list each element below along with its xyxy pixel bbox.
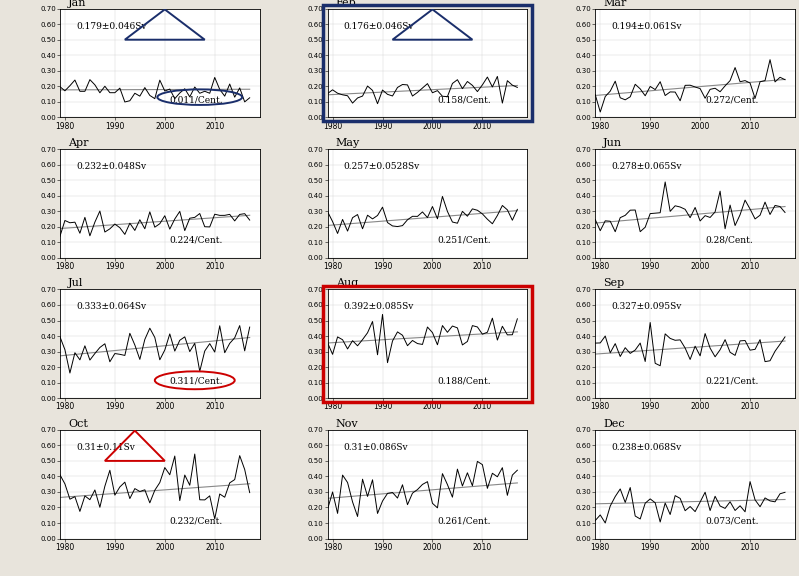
Text: Feb: Feb [336,0,356,7]
Text: 0.221/Cent.: 0.221/Cent. [706,376,758,385]
Text: 0.327±0.095Sv: 0.327±0.095Sv [611,302,682,312]
Text: 0.31±0.086Sv: 0.31±0.086Sv [344,443,408,452]
Text: 0.232/Cent.: 0.232/Cent. [170,517,223,525]
Text: 0.261/Cent.: 0.261/Cent. [438,517,491,525]
Text: Jun: Jun [603,138,622,148]
Text: Dec: Dec [603,419,625,429]
Text: 0.158/Cent.: 0.158/Cent. [438,95,491,104]
Text: Jan: Jan [68,0,86,7]
Text: 0.224/Cent.: 0.224/Cent. [170,236,223,245]
Text: 0.251/Cent.: 0.251/Cent. [438,236,491,245]
Text: 0.28/Cent.: 0.28/Cent. [706,236,753,245]
Text: 0.188/Cent.: 0.188/Cent. [438,376,491,385]
Text: 0.257±0.0528Sv: 0.257±0.0528Sv [344,162,419,171]
Text: Oct: Oct [68,419,88,429]
Text: 0.073/Cent.: 0.073/Cent. [706,517,758,525]
Text: 0.238±0.068Sv: 0.238±0.068Sv [611,443,682,452]
Text: 0.176±0.046Sv: 0.176±0.046Sv [344,22,414,31]
Text: 0.31±0.11Sv: 0.31±0.11Sv [76,443,135,452]
Text: Mar: Mar [603,0,626,7]
Text: 0.011/Cent.: 0.011/Cent. [170,95,224,104]
Text: 0.278±0.065Sv: 0.278±0.065Sv [611,162,682,171]
Text: Jul: Jul [68,278,83,289]
Text: Nov: Nov [336,419,358,429]
Text: 0.272/Cent.: 0.272/Cent. [706,95,758,104]
Text: Sep: Sep [603,278,625,289]
Text: 0.194±0.061Sv: 0.194±0.061Sv [611,22,682,31]
Text: 0.232±0.048Sv: 0.232±0.048Sv [76,162,146,171]
Text: 0.179±0.046Sv: 0.179±0.046Sv [76,22,146,31]
Text: 0.392±0.085Sv: 0.392±0.085Sv [344,302,414,312]
Text: Aug: Aug [336,278,358,289]
Text: May: May [336,138,360,148]
Text: 0.311/Cent.: 0.311/Cent. [170,376,223,385]
Text: 0.333±0.064Sv: 0.333±0.064Sv [76,302,146,312]
Text: Apr: Apr [68,138,89,148]
